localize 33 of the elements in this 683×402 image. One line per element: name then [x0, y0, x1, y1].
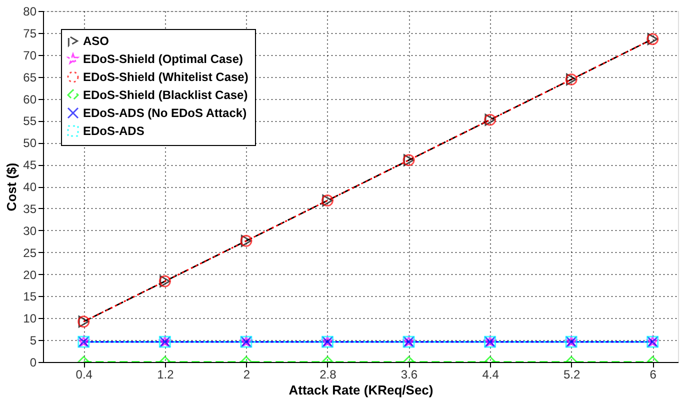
legend-label: EDoS-Shield (Whitelist Case) — [83, 70, 248, 84]
y-tick-label: 45 — [23, 158, 37, 172]
y-tick-label: 35 — [23, 202, 37, 216]
y-axis-title: Cost ($) — [4, 162, 20, 212]
y-tick-label: 20 — [23, 268, 37, 282]
x-tick-label: 2 — [243, 368, 250, 382]
x-tick-label: 6 — [650, 368, 657, 382]
y-tick-label: 15 — [23, 290, 37, 304]
y-tick-label: 50 — [23, 136, 37, 150]
x-tick-label: 0.4 — [76, 368, 93, 382]
y-tick-label: 25 — [23, 246, 37, 260]
y-tick-label: 30 — [23, 224, 37, 238]
legend-label: ASO — [83, 34, 110, 48]
y-tick-label: 70 — [23, 48, 37, 62]
x-tick-label: 5.2 — [563, 368, 580, 382]
legend-label: EDoS-ADS (No EDoS Attack) — [83, 106, 247, 120]
y-tick-label: 5 — [30, 334, 37, 348]
y-tick-label: 60 — [23, 92, 37, 106]
y-tick-label: 80 — [23, 4, 37, 18]
legend-label: EDoS-Shield (Optimal Case) — [83, 52, 244, 66]
y-tick-label: 55 — [23, 114, 37, 128]
legend-label: EDoS-ADS — [83, 124, 144, 138]
x-tick-label: 4.4 — [482, 368, 500, 382]
y-tick-label: 65 — [23, 70, 37, 84]
legend-label: EDoS-Shield (Blacklist Case) — [83, 88, 248, 102]
y-tick-label: 10 — [23, 312, 37, 326]
x-tick-label: 1.2 — [157, 368, 174, 382]
x-tick-label: 2.8 — [320, 368, 337, 382]
x-axis-title: Attack Rate (KReq/Sec) — [288, 382, 434, 398]
y-tick-label: 40 — [23, 180, 37, 194]
x-tick-label: 3.6 — [400, 368, 418, 382]
y-tick-label: 0 — [30, 356, 37, 370]
y-tick-label: 75 — [23, 26, 37, 40]
